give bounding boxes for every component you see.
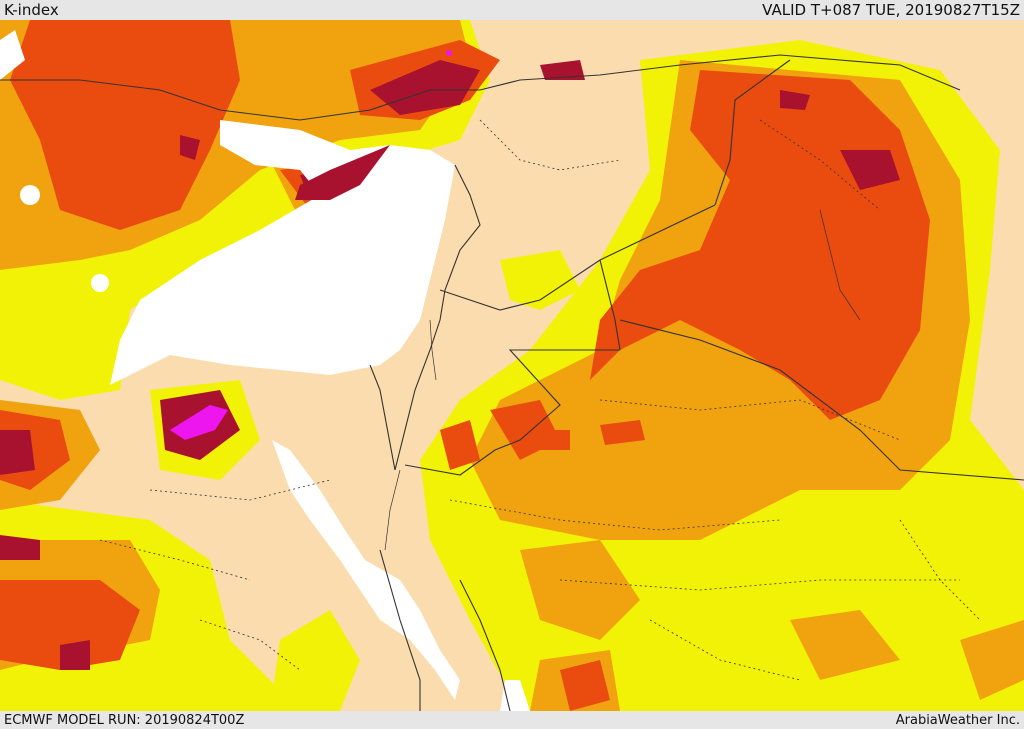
- model-run-label: ECMWF MODEL RUN: 20190824T00Z: [4, 712, 245, 728]
- sea-areas: [0, 30, 530, 711]
- cyprus-island: [295, 145, 390, 200]
- valid-time-label: VALID T+087 TUE, 20190827T15Z: [762, 1, 1020, 19]
- header-bar: K-index VALID T+087 TUE, 20190827T15Z: [0, 0, 1024, 20]
- k-index-map: [0, 20, 1024, 711]
- map-title: K-index: [4, 1, 59, 19]
- rivers: [384, 209, 861, 551]
- credit-label: ArabiaWeather Inc.: [895, 712, 1020, 728]
- map-view[interactable]: [0, 20, 1024, 711]
- province-borders: [99, 119, 981, 681]
- footer-bar: ECMWF MODEL RUN: 20190824T00Z ArabiaWeat…: [0, 711, 1024, 729]
- country-borders: [0, 54, 1024, 711]
